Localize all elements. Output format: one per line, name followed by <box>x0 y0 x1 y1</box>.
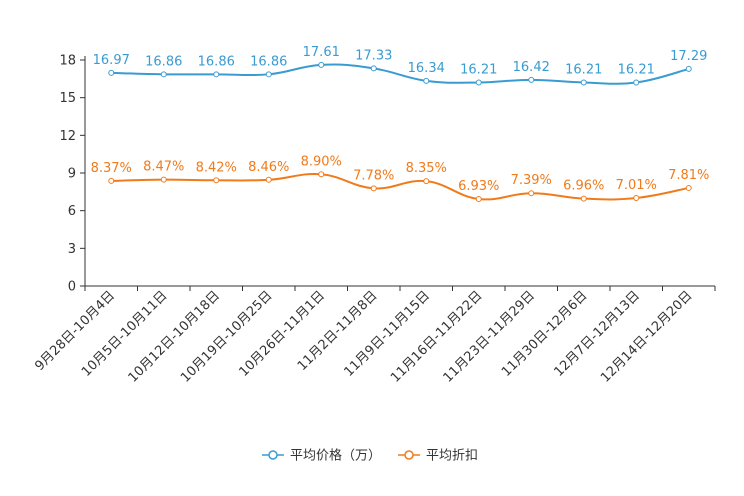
data-point[interactable] <box>423 178 430 185</box>
x-tick-label: 12月14日-12月20日 <box>598 288 695 385</box>
data-point[interactable] <box>475 79 482 86</box>
data-point[interactable] <box>633 194 640 201</box>
data-point[interactable] <box>580 195 587 202</box>
y-tick-label: 3 <box>68 242 76 257</box>
data-point[interactable] <box>685 184 692 191</box>
data-label: 16.97 <box>93 53 130 68</box>
data-point[interactable] <box>423 77 430 84</box>
data-label: 16.21 <box>460 62 497 77</box>
axes: 03691215189月28日-10月4日10月5日-10月11日10月12日-… <box>32 54 716 386</box>
data-label: 8.35% <box>406 161 447 176</box>
data-label: 8.90% <box>301 154 342 169</box>
data-point[interactable] <box>475 195 482 202</box>
legend-label: 平均折扣 <box>426 449 478 464</box>
data-label: 16.86 <box>250 54 287 69</box>
data-label: 16.21 <box>565 62 602 77</box>
data-label: 16.34 <box>408 61 445 76</box>
data-label: 8.37% <box>91 161 132 176</box>
x-tick-label: 11月23日-11月29日 <box>441 288 538 385</box>
x-tick-label: 10月19日-10月25日 <box>178 288 275 385</box>
data-label: 7.81% <box>668 168 709 183</box>
data-label: 7.78% <box>353 168 394 183</box>
data-label: 7.39% <box>511 173 552 188</box>
data-label: 16.86 <box>198 54 235 69</box>
data-label: 6.96% <box>563 179 604 194</box>
data-point[interactable] <box>318 171 325 178</box>
data-label: 8.46% <box>248 160 289 175</box>
legend-circle-marker <box>404 450 414 460</box>
data-point[interactable] <box>265 176 272 183</box>
legend-item-avg-discount[interactable]: 平均折扣 <box>398 449 478 464</box>
data-point[interactable] <box>108 69 115 76</box>
data-label: 17.29 <box>670 49 707 64</box>
data-label: 6.93% <box>458 179 499 194</box>
data-point[interactable] <box>160 71 167 78</box>
data-label: 17.61 <box>303 45 340 60</box>
y-tick-label: 15 <box>59 91 76 106</box>
data-point[interactable] <box>528 76 535 83</box>
data-point[interactable] <box>685 65 692 72</box>
data-point[interactable] <box>265 71 272 78</box>
data-label: 7.01% <box>616 178 657 193</box>
data-point[interactable] <box>160 176 167 183</box>
legend-label: 平均价格（万） <box>290 448 381 464</box>
data-point[interactable] <box>528 190 535 197</box>
legend: 平均价格（万） 平均折扣 <box>262 448 478 464</box>
data-label: 17.33 <box>355 48 392 63</box>
data-point[interactable] <box>213 177 220 184</box>
y-tick-label: 9 <box>68 167 76 182</box>
x-tick-label: 11月16日-11月22日 <box>388 288 485 385</box>
series-avg-price: 16.97 16.86 16.86 16.86 17.61 17.33 16.34 16.21… <box>93 45 707 86</box>
data-label: 16.42 <box>513 60 550 75</box>
data-point[interactable] <box>108 177 115 184</box>
data-point[interactable] <box>370 65 377 72</box>
data-point[interactable] <box>580 79 587 86</box>
legend-item-avg-price[interactable]: 平均价格（万） <box>262 448 381 464</box>
series-layer: 16.97 16.86 16.86 16.86 17.61 17.33 16.34 16.21… <box>91 45 709 202</box>
data-point[interactable] <box>213 71 220 78</box>
x-tick-label: 10月12日-10月18日 <box>126 288 223 385</box>
data-point[interactable] <box>370 185 377 192</box>
data-point[interactable] <box>318 61 325 68</box>
series-line <box>111 172 689 201</box>
data-label: 16.86 <box>145 54 182 69</box>
series-avg-discount: 8.37% 8.47% 8.42% 8.46% 8.90% 7.78% 8.35% 6.93%… <box>91 154 709 202</box>
y-tick-label: 18 <box>59 54 76 69</box>
legend-circle-marker <box>268 450 278 460</box>
y-tick-label: 0 <box>68 280 76 295</box>
series-line <box>111 63 690 85</box>
data-point[interactable] <box>633 79 640 86</box>
y-tick-label: 6 <box>68 204 76 219</box>
data-label: 16.21 <box>618 62 655 77</box>
y-tick-label: 12 <box>59 129 76 144</box>
data-label: 8.42% <box>196 160 237 175</box>
data-label: 8.47% <box>143 160 184 175</box>
